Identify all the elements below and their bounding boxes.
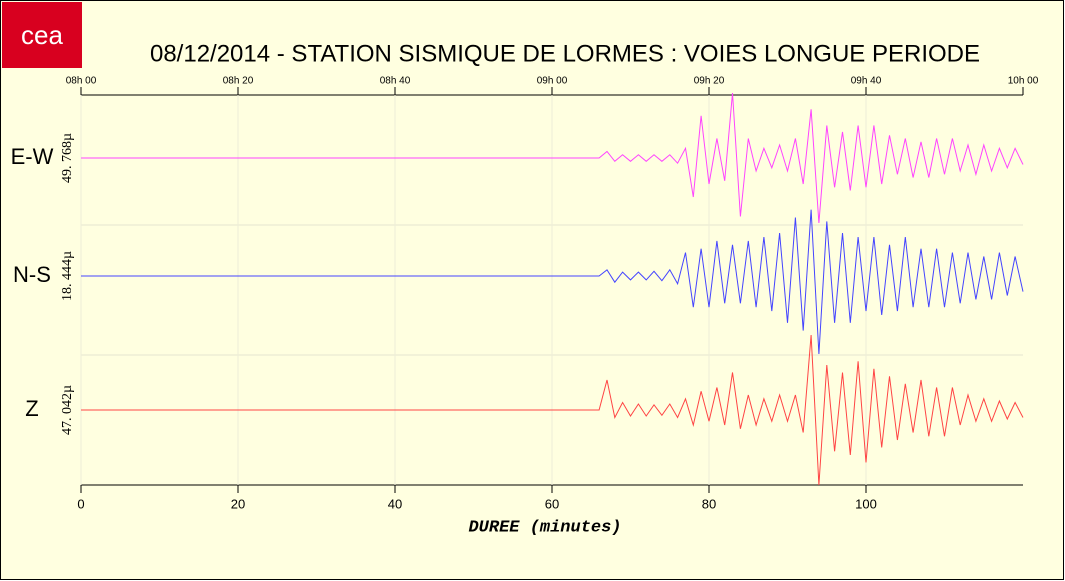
trace-name: Z: [25, 396, 38, 421]
logo-box: [2, 2, 82, 68]
trace: [81, 334, 1024, 486]
x2-tick-label: 08h 20: [223, 76, 254, 87]
trace-name: N-S: [13, 262, 51, 287]
x-tick-label: 60: [545, 496, 559, 511]
x2-tick-label: 09h 20: [694, 76, 725, 87]
trace-scale: 18. 444µ: [60, 251, 75, 301]
x-axis-label: DUREE (minutes): [468, 518, 621, 537]
x-tick-label: 40: [388, 496, 402, 511]
x-tick-label: 100: [855, 496, 877, 511]
x2-tick-label: 08h 00: [66, 76, 97, 87]
trace-scale: 47. 042µ: [60, 385, 75, 435]
x-tick-label: 20: [231, 496, 245, 511]
x-tick-label: 0: [77, 496, 84, 511]
x2-tick-label: 09h 00: [537, 76, 568, 87]
trace-name: E-W: [11, 144, 54, 169]
trace: [81, 92, 1024, 224]
trace: [81, 209, 1024, 355]
logo: cea: [21, 20, 63, 50]
chart-title: 08/12/2014 - STATION SISMIQUE DE LORMES …: [150, 40, 980, 67]
x2-tick-label: 10h 00: [1008, 76, 1039, 87]
x2-tick-label: 08h 40: [380, 76, 411, 87]
x2-tick-label: 09h 40: [851, 76, 882, 87]
x-tick-label: 80: [702, 496, 716, 511]
trace-scale: 49. 768µ: [60, 133, 75, 183]
